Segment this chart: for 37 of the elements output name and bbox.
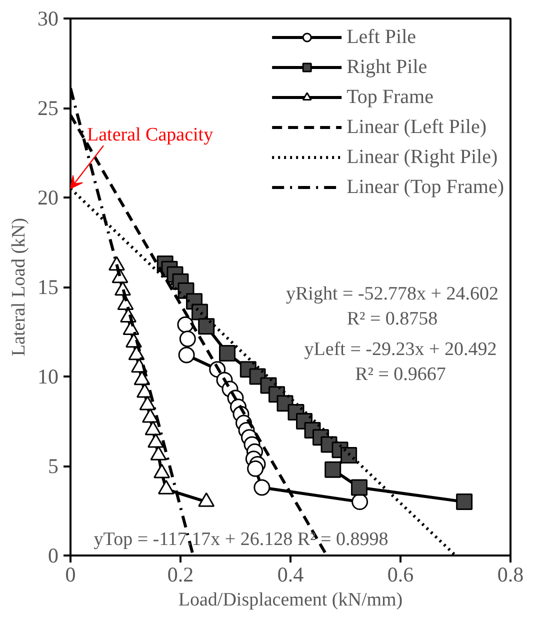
- x-axis-title: Load/Displacement (kN/mm): [178, 590, 403, 610]
- x-tick-label: 0.4: [277, 562, 304, 586]
- point: [324, 461, 342, 478]
- point: [456, 494, 473, 510]
- annotation: R² = 0.9667: [355, 364, 446, 386]
- point: [352, 494, 368, 510]
- legend-label: Left Pile: [346, 24, 416, 50]
- annotation: R² = 0.8758: [346, 308, 438, 330]
- legend-label: Linear (Top Frame): [346, 174, 504, 200]
- annotation: yRight = -52.778x + 24.602: [286, 284, 499, 305]
- point: [254, 479, 270, 496]
- annotation: Lateral Capacity: [87, 124, 214, 146]
- y-tick-label: 15: [38, 275, 58, 299]
- y-axis-title: Lateral Load (kN): [8, 218, 30, 356]
- point: [198, 318, 215, 335]
- legend-label: Right Pile: [346, 54, 428, 80]
- point: [219, 344, 236, 362]
- y-tick-label: 20: [38, 186, 58, 210]
- point: [247, 460, 264, 477]
- annotation: yTop = -117.17x + 26.128 R² = 0.8998: [94, 528, 388, 550]
- y-tick-label: 25: [38, 96, 58, 120]
- legend-label: Linear (Right Pile): [346, 144, 498, 170]
- y-tick-label: 0: [48, 544, 58, 568]
- y-tick-label: 30: [38, 6, 58, 30]
- legend-label: Top Frame: [346, 84, 434, 110]
- y-tick-label: 10: [38, 364, 58, 388]
- x-tick-label: 0.8: [497, 562, 524, 586]
- point: [340, 447, 358, 464]
- y-tick-label: 5: [48, 454, 58, 478]
- x-tick-label: 0.6: [387, 562, 414, 586]
- legend-label: Linear (Left Pile): [346, 114, 487, 140]
- point: [179, 330, 196, 348]
- annotation: yLeft = -29.23x + 20.492: [304, 339, 497, 360]
- x-tick-label: 0.2: [167, 562, 194, 586]
- x-tick-label: 0: [65, 562, 76, 586]
- point: [351, 479, 368, 496]
- point: [178, 346, 195, 364]
